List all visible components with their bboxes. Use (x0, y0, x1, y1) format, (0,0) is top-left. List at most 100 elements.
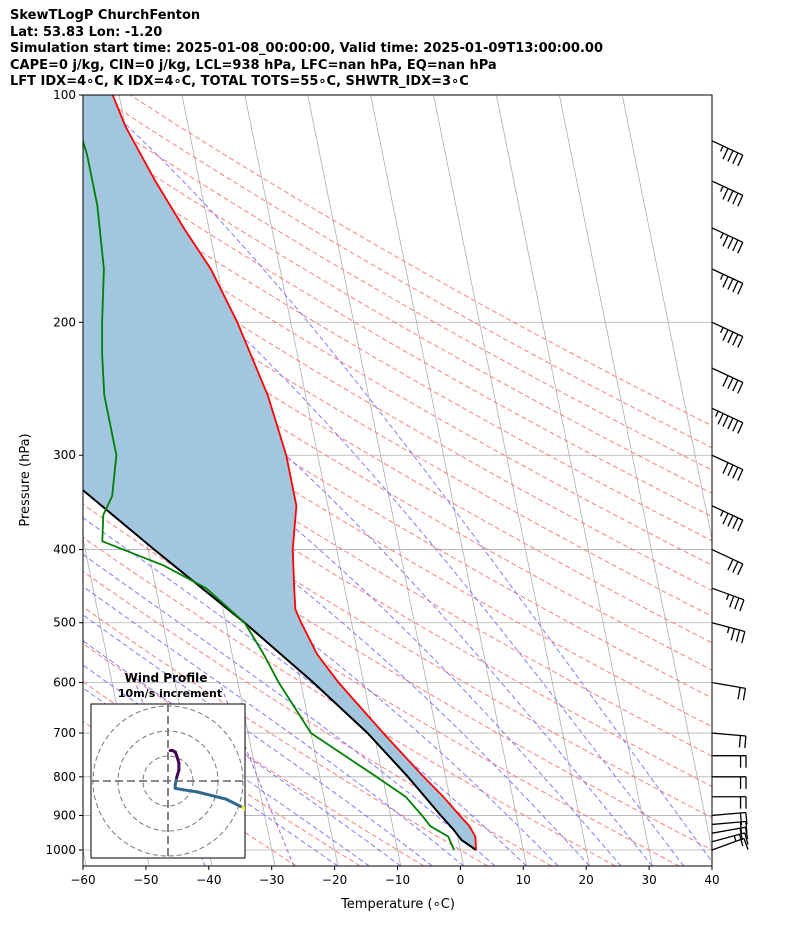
wind-barb-flag (742, 688, 747, 701)
x-axis-label: Temperature (∘C) (340, 897, 455, 912)
wind-barb-staff (711, 548, 744, 565)
x-axis: −60 −50 −40 −30 −20 −10 0 10 20 30 40 (70, 866, 720, 887)
x-tick-label: −10 (385, 873, 410, 887)
wind-barb-flag (741, 631, 746, 644)
wind-barb-flag (722, 512, 729, 525)
wind-barb-half-flag (725, 594, 730, 601)
wind-barb-flag (722, 329, 729, 341)
y-axis: 1000 900 800 700 600 500 400 300 200 100 (45, 88, 83, 857)
wind-barb-flag (738, 735, 742, 748)
wind-barb-flag (732, 467, 739, 479)
wind-barb-flag (737, 242, 744, 254)
wind-barb-flag (727, 237, 734, 249)
wind-barb-flag (732, 192, 739, 205)
wind-barb-half-flag (719, 185, 724, 192)
wind-barb-staff (711, 367, 744, 384)
moist-adiabat (83, 474, 559, 866)
wind-barb-flag (737, 195, 744, 207)
y-tick-label: 100 (53, 88, 76, 102)
wind-barb-flag (722, 235, 729, 247)
dry-adiabat (83, 198, 712, 566)
x-tick-label: −20 (322, 873, 347, 887)
dry-adiabat (83, 503, 680, 866)
moist-adiabat (93, 95, 712, 863)
x-tick-label: 20 (579, 873, 594, 887)
x-tick-label: 30 (641, 873, 656, 887)
isotherm-line (307, 95, 465, 866)
wind-barb-flag (744, 735, 747, 749)
dry-adiabat (83, 151, 712, 518)
isotherm-line (621, 95, 712, 541)
wind-barb (711, 732, 747, 749)
wind-barb-flag (743, 838, 749, 850)
wind-barb-flag (735, 629, 741, 642)
hodograph-segment (195, 790, 213, 797)
chart-header: SkewTLogP ChurchFenton Lat: 53.83 Lon: -… (10, 8, 603, 91)
wind-barb (712, 796, 747, 809)
isotherm-line (496, 95, 653, 866)
wind-barb (711, 837, 749, 851)
wind-barb-flag (727, 150, 734, 162)
x-tick-label: −60 (70, 873, 95, 887)
wind-barb-flag (732, 280, 739, 293)
wind-barb-flag (732, 152, 739, 165)
wind-barb-flag (722, 375, 729, 387)
wind-barb-flag (722, 188, 729, 200)
wind-barb-flag (722, 276, 729, 288)
wind-barb (712, 755, 747, 768)
y-tick-label: 500 (53, 616, 76, 630)
wind-barb-flag (737, 469, 744, 481)
wind-barb (712, 776, 747, 789)
location-line: Lat: 53.83 Lon: -1.20 (10, 24, 163, 40)
wind-barb-half-flag (719, 232, 724, 239)
shaded-area (83, 95, 477, 850)
wind-barb-half-flag (719, 327, 724, 334)
cape-line: CAPE=0 j/kg, CIN=0 j/kg, LCL=938 hPa, LF… (10, 57, 497, 73)
moist-adiabat (83, 585, 464, 866)
isotherm-line (433, 95, 590, 866)
isotherm-line (83, 847, 87, 866)
wind-barb-flag (734, 597, 740, 610)
wind-barb-staff (711, 505, 744, 521)
wind-barb-half-flag (726, 627, 730, 634)
wind-barb-flag (739, 812, 743, 825)
y-tick-label: 900 (53, 808, 76, 822)
moist-adiabat (83, 195, 685, 866)
indices-line: LFT IDX=4∘C, K IDX=4∘C, TOTAL TOTS=55∘C,… (10, 74, 469, 89)
wind-barb (711, 832, 749, 847)
wind-barb-flag (737, 283, 744, 295)
wind-barb (711, 811, 748, 825)
chart-title: SkewTLogP ChurchFenton (10, 8, 201, 23)
dry-adiabat (83, 325, 712, 699)
wind-barb-flag (737, 563, 744, 576)
wind-barb-staff (711, 454, 744, 471)
wind-barb-flag (737, 382, 744, 394)
wind-barb-flag (737, 519, 744, 532)
isotherm-line (558, 95, 712, 853)
dry-adiabat (83, 471, 712, 851)
y-tick-label: 700 (53, 726, 76, 740)
wind-barb-staff (711, 681, 746, 690)
x-tick-label: 10 (516, 873, 531, 887)
wind-barb-flag (727, 190, 734, 202)
wind-barb-staff (711, 732, 746, 737)
wind-barb (711, 622, 746, 644)
wind-barb-staff (711, 407, 744, 424)
wind-barb-flag (744, 832, 749, 845)
wind-barb-flag (727, 278, 734, 290)
dry-adiabat (83, 606, 489, 866)
wind-barb-flag (727, 559, 734, 571)
dry-adiabat (83, 680, 361, 866)
dry-adiabat (83, 106, 712, 471)
wind-barb-flag (727, 331, 734, 344)
isotherm-line (370, 95, 527, 866)
wind-barb-flag (737, 687, 741, 700)
moist-adiabat (83, 553, 496, 866)
wind-barb-half-flag (719, 510, 724, 517)
wind-barb-half-flag (715, 410, 719, 417)
plot-area (83, 95, 712, 866)
wind-barb-flag (745, 821, 748, 834)
moist-adiabat (83, 423, 590, 866)
wind-barb (711, 180, 744, 207)
